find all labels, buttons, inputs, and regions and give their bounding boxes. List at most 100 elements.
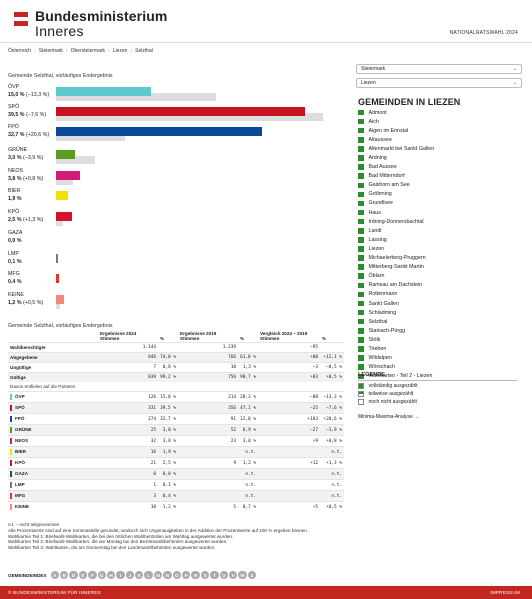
municipality-item[interactable]: Lassing (358, 235, 518, 244)
table-title: Gemeinde Selzthal, vorläufiges Endergebn… (8, 323, 113, 329)
municipality-item[interactable]: Liezen (358, 244, 518, 253)
municipality-item[interactable]: Rottenmann (358, 290, 518, 299)
party-percentage: 2,5 % (+1,3 %) (8, 217, 44, 223)
party-result: LMP 0,1 % (8, 251, 348, 271)
index-letter-button[interactable]: D (69, 571, 78, 580)
table-row: FPÖ 274 32,7 % 91 12,0 % +183 +20,6 % (8, 413, 344, 425)
table-row: Abgegebene 846 74,0 % 766 61,8 % +80 +12,1 % (8, 352, 344, 363)
municipality-item[interactable]: Bad Aussee (358, 163, 518, 172)
municipality-item[interactable]: Mitterberg-Sankt Martin (358, 263, 518, 272)
minmax-analysis-link[interactable]: Minima-Maxima-Analyse → (358, 414, 420, 420)
status-complete-icon (358, 373, 364, 380)
index-letter-button[interactable]: P (182, 571, 191, 580)
municipality-name: Rottenmann (368, 291, 398, 298)
index-letter-button[interactable]: S (200, 571, 210, 580)
district-select[interactable]: Liezen ⌄ (356, 78, 522, 88)
party-color-swatch (10, 394, 12, 400)
party-color-swatch (10, 416, 12, 422)
municipality-name: Altaussee (368, 136, 392, 143)
footnote-line: n.t. – nicht teilgenommen (8, 522, 60, 527)
index-letter-button[interactable]: F (88, 571, 97, 580)
party-bar-previous (56, 177, 73, 185)
index-letter-button[interactable]: J (125, 571, 135, 580)
index-letter-button[interactable]: B (59, 571, 69, 580)
breadcrumb-item[interactable]: Steiermark (38, 48, 63, 54)
index-letter-button[interactable]: O (172, 571, 182, 580)
index-letter-button[interactable]: A (50, 571, 59, 580)
municipality-item[interactable]: Aigen im Ennstal (358, 126, 518, 135)
municipality-item[interactable]: Wörschach (358, 363, 518, 372)
status-complete-icon (358, 346, 364, 352)
municipality-item[interactable]: Aich (358, 117, 518, 126)
municipality-item[interactable]: Stainach-Pürgg (358, 326, 518, 335)
municipality-item[interactable]: Irdning-Donnersbachtal (358, 217, 518, 226)
brand-title[interactable]: Bundesministerium (35, 8, 168, 24)
party-bar (56, 87, 151, 96)
status-complete-icon (358, 318, 364, 325)
party-percentage: 0,4 % (8, 279, 22, 285)
party-bar (56, 254, 58, 263)
municipality-item[interactable]: Sankt Gallen (358, 299, 518, 308)
index-letter-button[interactable]: V (228, 571, 238, 580)
party-color-swatch (10, 460, 12, 466)
municipality-item[interactable]: Gröbming (358, 190, 518, 199)
municipality-item[interactable]: Trieben (358, 344, 518, 353)
index-letter-button[interactable]: I (116, 571, 125, 580)
status-complete-icon (358, 127, 364, 134)
index-letter-button[interactable]: U (219, 571, 228, 580)
party-name: LMP (8, 251, 19, 257)
index-letter-button[interactable]: R (191, 571, 200, 580)
table-row: KPÖ 21 2,5 % 9 1,2 % +12 +1,3 % (8, 457, 344, 469)
party-name: FPÖ (8, 124, 19, 130)
breadcrumb-item[interactable]: Österreich (8, 48, 32, 54)
municipality-item[interactable]: Wahlkarten - Teil 2 - Liezen (358, 372, 518, 381)
header-divider (0, 42, 532, 43)
municipality-item[interactable]: Admont (358, 108, 518, 117)
municipality-item[interactable]: Altaussee (358, 135, 518, 144)
index-letter-button[interactable]: W (238, 571, 247, 580)
party-color-swatch (10, 449, 12, 455)
index-letter-button[interactable]: G (97, 571, 106, 580)
status-complete-icon (358, 182, 364, 189)
index-letter-button[interactable]: M (153, 571, 163, 580)
municipality-item[interactable]: Gaishorn am See (358, 181, 518, 190)
status-complete-icon (358, 109, 364, 116)
index-letter-button[interactable]: N (163, 571, 172, 580)
municipality-item[interactable]: Wildalpen (358, 354, 518, 363)
breadcrumb-item[interactable]: Obersteiermark (70, 48, 106, 54)
copyright: © BUNDESMINISTERIUM FÜR INNERES (8, 590, 101, 595)
municipality-item[interactable]: Selzthal (358, 317, 518, 326)
col-2024-header: Ergebnisse 2024 Stimmen (100, 331, 137, 341)
municipality-item[interactable]: Bad Mitterndorf (358, 172, 518, 181)
index-letter-button[interactable]: Z (247, 571, 257, 580)
imprint-link[interactable]: IMPRESSUM (490, 590, 520, 595)
municipality-item[interactable]: Schladming (358, 308, 518, 317)
municipality-item[interactable]: Ardning (358, 153, 518, 162)
index-letter-button[interactable]: E (78, 571, 88, 580)
municipality-item[interactable]: Ramsau am Dachstein (358, 281, 518, 290)
brand-subtitle[interactable]: Inneres (35, 23, 84, 39)
state-select[interactable]: Steiermark ⌄ (356, 64, 522, 74)
party-name: ÖVP (8, 84, 20, 90)
breadcrumb-item[interactable]: Liezen (112, 48, 128, 54)
municipality-item[interactable]: Haus (358, 208, 518, 217)
party-result: KPÖ 2,5 % (+1,3 %) (8, 209, 348, 229)
breadcrumb-separator: › (34, 48, 36, 54)
footnote-line: Wahlkarten Teil 2: Briefwahl-Wahlkarten,… (8, 539, 228, 545)
municipality-name: Gaishorn am See (368, 182, 410, 189)
index-letter-button[interactable]: K (135, 571, 144, 580)
municipality-item[interactable]: Altenmarkt bei Sankt Gallen (358, 144, 518, 153)
municipality-name: Stainach-Pürgg (368, 327, 406, 334)
municipality-item[interactable]: Grundlsee (358, 199, 518, 208)
index-letter-button[interactable]: H (106, 571, 116, 580)
legend-swatch-icon (358, 399, 364, 405)
table-row: Ungültige 7 0,8 % 10 1,3 % −3 −0,5 % (8, 362, 344, 373)
municipality-item[interactable]: Stölk (358, 335, 518, 344)
legend-title: LEGENDE (358, 372, 386, 378)
municipality-item[interactable]: Landl (358, 226, 518, 235)
municipality-item[interactable]: Öblarn (358, 272, 518, 281)
breadcrumb-item[interactable]: Selzthal (135, 48, 153, 54)
index-letter-button[interactable]: T (210, 571, 219, 580)
index-letter-button[interactable]: L (144, 571, 153, 580)
municipality-item[interactable]: Michaelerberg-Pruggern (358, 254, 518, 263)
